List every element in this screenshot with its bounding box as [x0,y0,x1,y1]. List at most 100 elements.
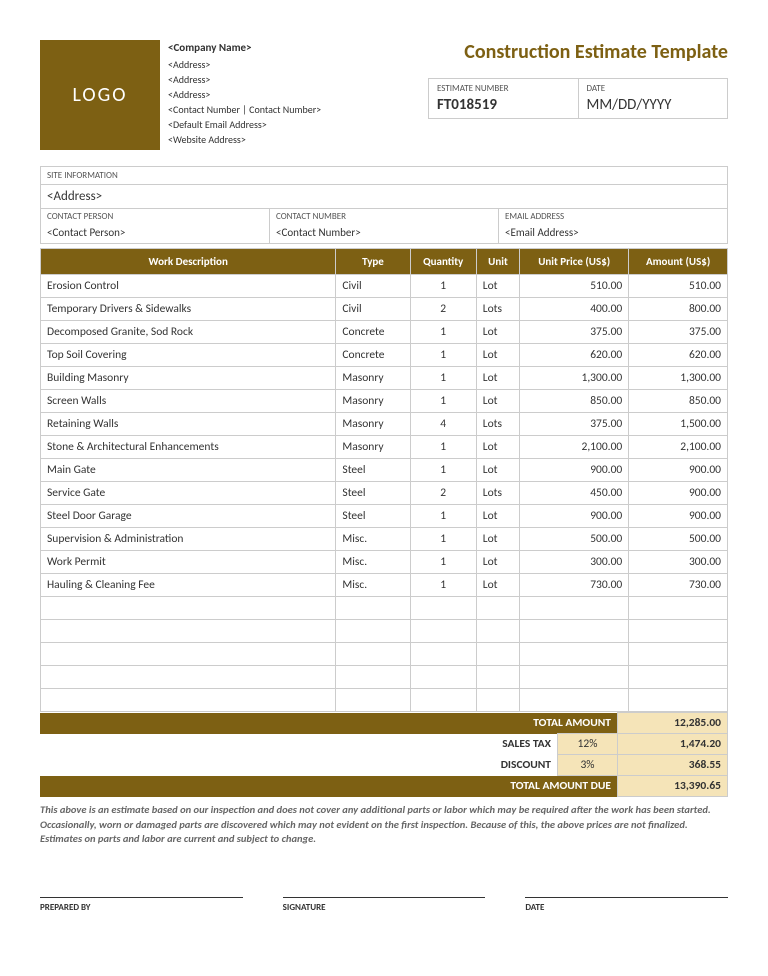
site-info-label: SITE INFORMATION [41,167,727,185]
table-cell: Lot [476,459,519,482]
sales-tax-row: SALES TAX 12% 1,474.20 [40,734,728,755]
table-cell: Top Soil Covering [41,344,336,367]
discount-amount: 368.55 [618,755,728,776]
header: LOGO <Company Name> <Address> <Address> … [40,40,728,150]
table-cell: 2 [410,298,476,321]
discount-pct: 3% [558,755,618,776]
table-row: Steel Door GarageSteel1Lot900.00900.00 [41,505,728,528]
table-cell-empty [41,666,336,689]
table-cell: 1 [410,344,476,367]
table-cell-empty [336,689,410,712]
address-line-2: <Address> [168,72,420,87]
contact-number-cell: CONTACT NUMBER <Contact Number> [270,209,499,243]
table-cell: Misc. [336,551,410,574]
table-cell-empty [336,597,410,620]
table-row: Building MasonryMasonry1Lot1,300.001,300… [41,367,728,390]
table-cell: 850.00 [629,390,728,413]
table-cell: Lot [476,436,519,459]
address-line-1: <Address> [168,57,420,72]
table-cell-empty [336,643,410,666]
email-label: EMAIL ADDRESS [499,209,727,224]
table-cell-empty [476,620,519,643]
table-cell-empty [520,620,629,643]
table-cell: Lots [476,482,519,505]
table-cell-empty [520,689,629,712]
table-cell: 900.00 [520,459,629,482]
table-cell: 850.00 [520,390,629,413]
email-cell: EMAIL ADDRESS <Email Address> [499,209,727,243]
table-row: Temporary Drivers & SidewalksCivil2Lots4… [41,298,728,321]
contact-line: <Contact Number | Contact Number> [168,102,420,117]
table-cell: Supervision & Administration [41,528,336,551]
column-header: Type [336,249,410,275]
date-line: DATE [525,897,728,913]
contact-person-value: <Contact Person> [41,224,269,243]
table-cell: Civil [336,275,410,298]
sales-tax-label: SALES TAX [40,734,558,755]
table-cell-empty [629,666,728,689]
table-cell: 450.00 [520,482,629,505]
total-amount-value: 12,285.00 [618,713,728,734]
date-label: DATE [587,83,720,94]
table-cell: Lot [476,390,519,413]
table-cell: 900.00 [629,482,728,505]
table-cell: Steel [336,459,410,482]
table-cell: Lot [476,344,519,367]
table-cell: 510.00 [520,275,629,298]
table-cell-empty [410,689,476,712]
contact-number-value: <Contact Number> [270,224,498,243]
table-cell: Temporary Drivers & Sidewalks [41,298,336,321]
table-cell-empty [41,620,336,643]
table-cell: Work Permit [41,551,336,574]
table-cell-empty [476,666,519,689]
table-row: Hauling & Cleaning FeeMisc.1Lot730.00730… [41,574,728,597]
table-cell: Building Masonry [41,367,336,390]
contact-row: CONTACT PERSON <Contact Person> CONTACT … [40,209,728,244]
contact-person-cell: CONTACT PERSON <Contact Person> [41,209,270,243]
table-cell-empty [520,597,629,620]
table-body: Erosion ControlCivil1Lot510.00510.00Temp… [41,275,728,712]
email-line: <Default Email Address> [168,117,420,132]
table-cell: 1 [410,367,476,390]
table-row: Supervision & AdministrationMisc.1Lot500… [41,528,728,551]
table-cell: 1 [410,436,476,459]
table-cell: Steel Door Garage [41,505,336,528]
estimate-box: ESTIMATE NUMBER FT018519 DATE MM/DD/YYYY [428,78,728,119]
table-cell: Steel [336,482,410,505]
table-cell: Masonry [336,413,410,436]
estimate-number-label: ESTIMATE NUMBER [437,83,570,94]
table-cell: 900.00 [629,505,728,528]
table-cell: 620.00 [520,344,629,367]
table-row: Stone & Architectural EnhancementsMasonr… [41,436,728,459]
total-due-label: TOTAL AMOUNT DUE [40,776,618,797]
table-cell: 1 [410,459,476,482]
table-cell: 900.00 [629,459,728,482]
table-cell-empty [410,597,476,620]
total-amount-label: TOTAL AMOUNT [40,713,618,734]
table-cell: Retaining Walls [41,413,336,436]
table-cell-empty [476,643,519,666]
company-name: <Company Name> [168,40,420,57]
table-cell: 2,100.00 [629,436,728,459]
table-cell: 300.00 [629,551,728,574]
table-cell: Masonry [336,436,410,459]
estimate-number-value: FT018519 [437,96,570,114]
table-cell-empty [410,666,476,689]
website-line: <Website Address> [168,132,420,147]
table-cell: Lots [476,413,519,436]
table-cell: 620.00 [629,344,728,367]
table-row-empty [41,620,728,643]
table-cell: Lot [476,528,519,551]
email-value: <Email Address> [499,224,727,243]
table-cell: 1 [410,321,476,344]
table-cell: Lot [476,367,519,390]
table-cell: Stone & Architectural Enhancements [41,436,336,459]
table-cell-empty [476,597,519,620]
table-cell: 1,300.00 [520,367,629,390]
table-cell: 4 [410,413,476,436]
table-cell-empty [410,643,476,666]
contact-number-label: CONTACT NUMBER [270,209,498,224]
totals-table: TOTAL AMOUNT 12,285.00 SALES TAX 12% 1,4… [40,712,728,797]
table-cell-empty [41,597,336,620]
site-address: <Address> [41,185,727,208]
